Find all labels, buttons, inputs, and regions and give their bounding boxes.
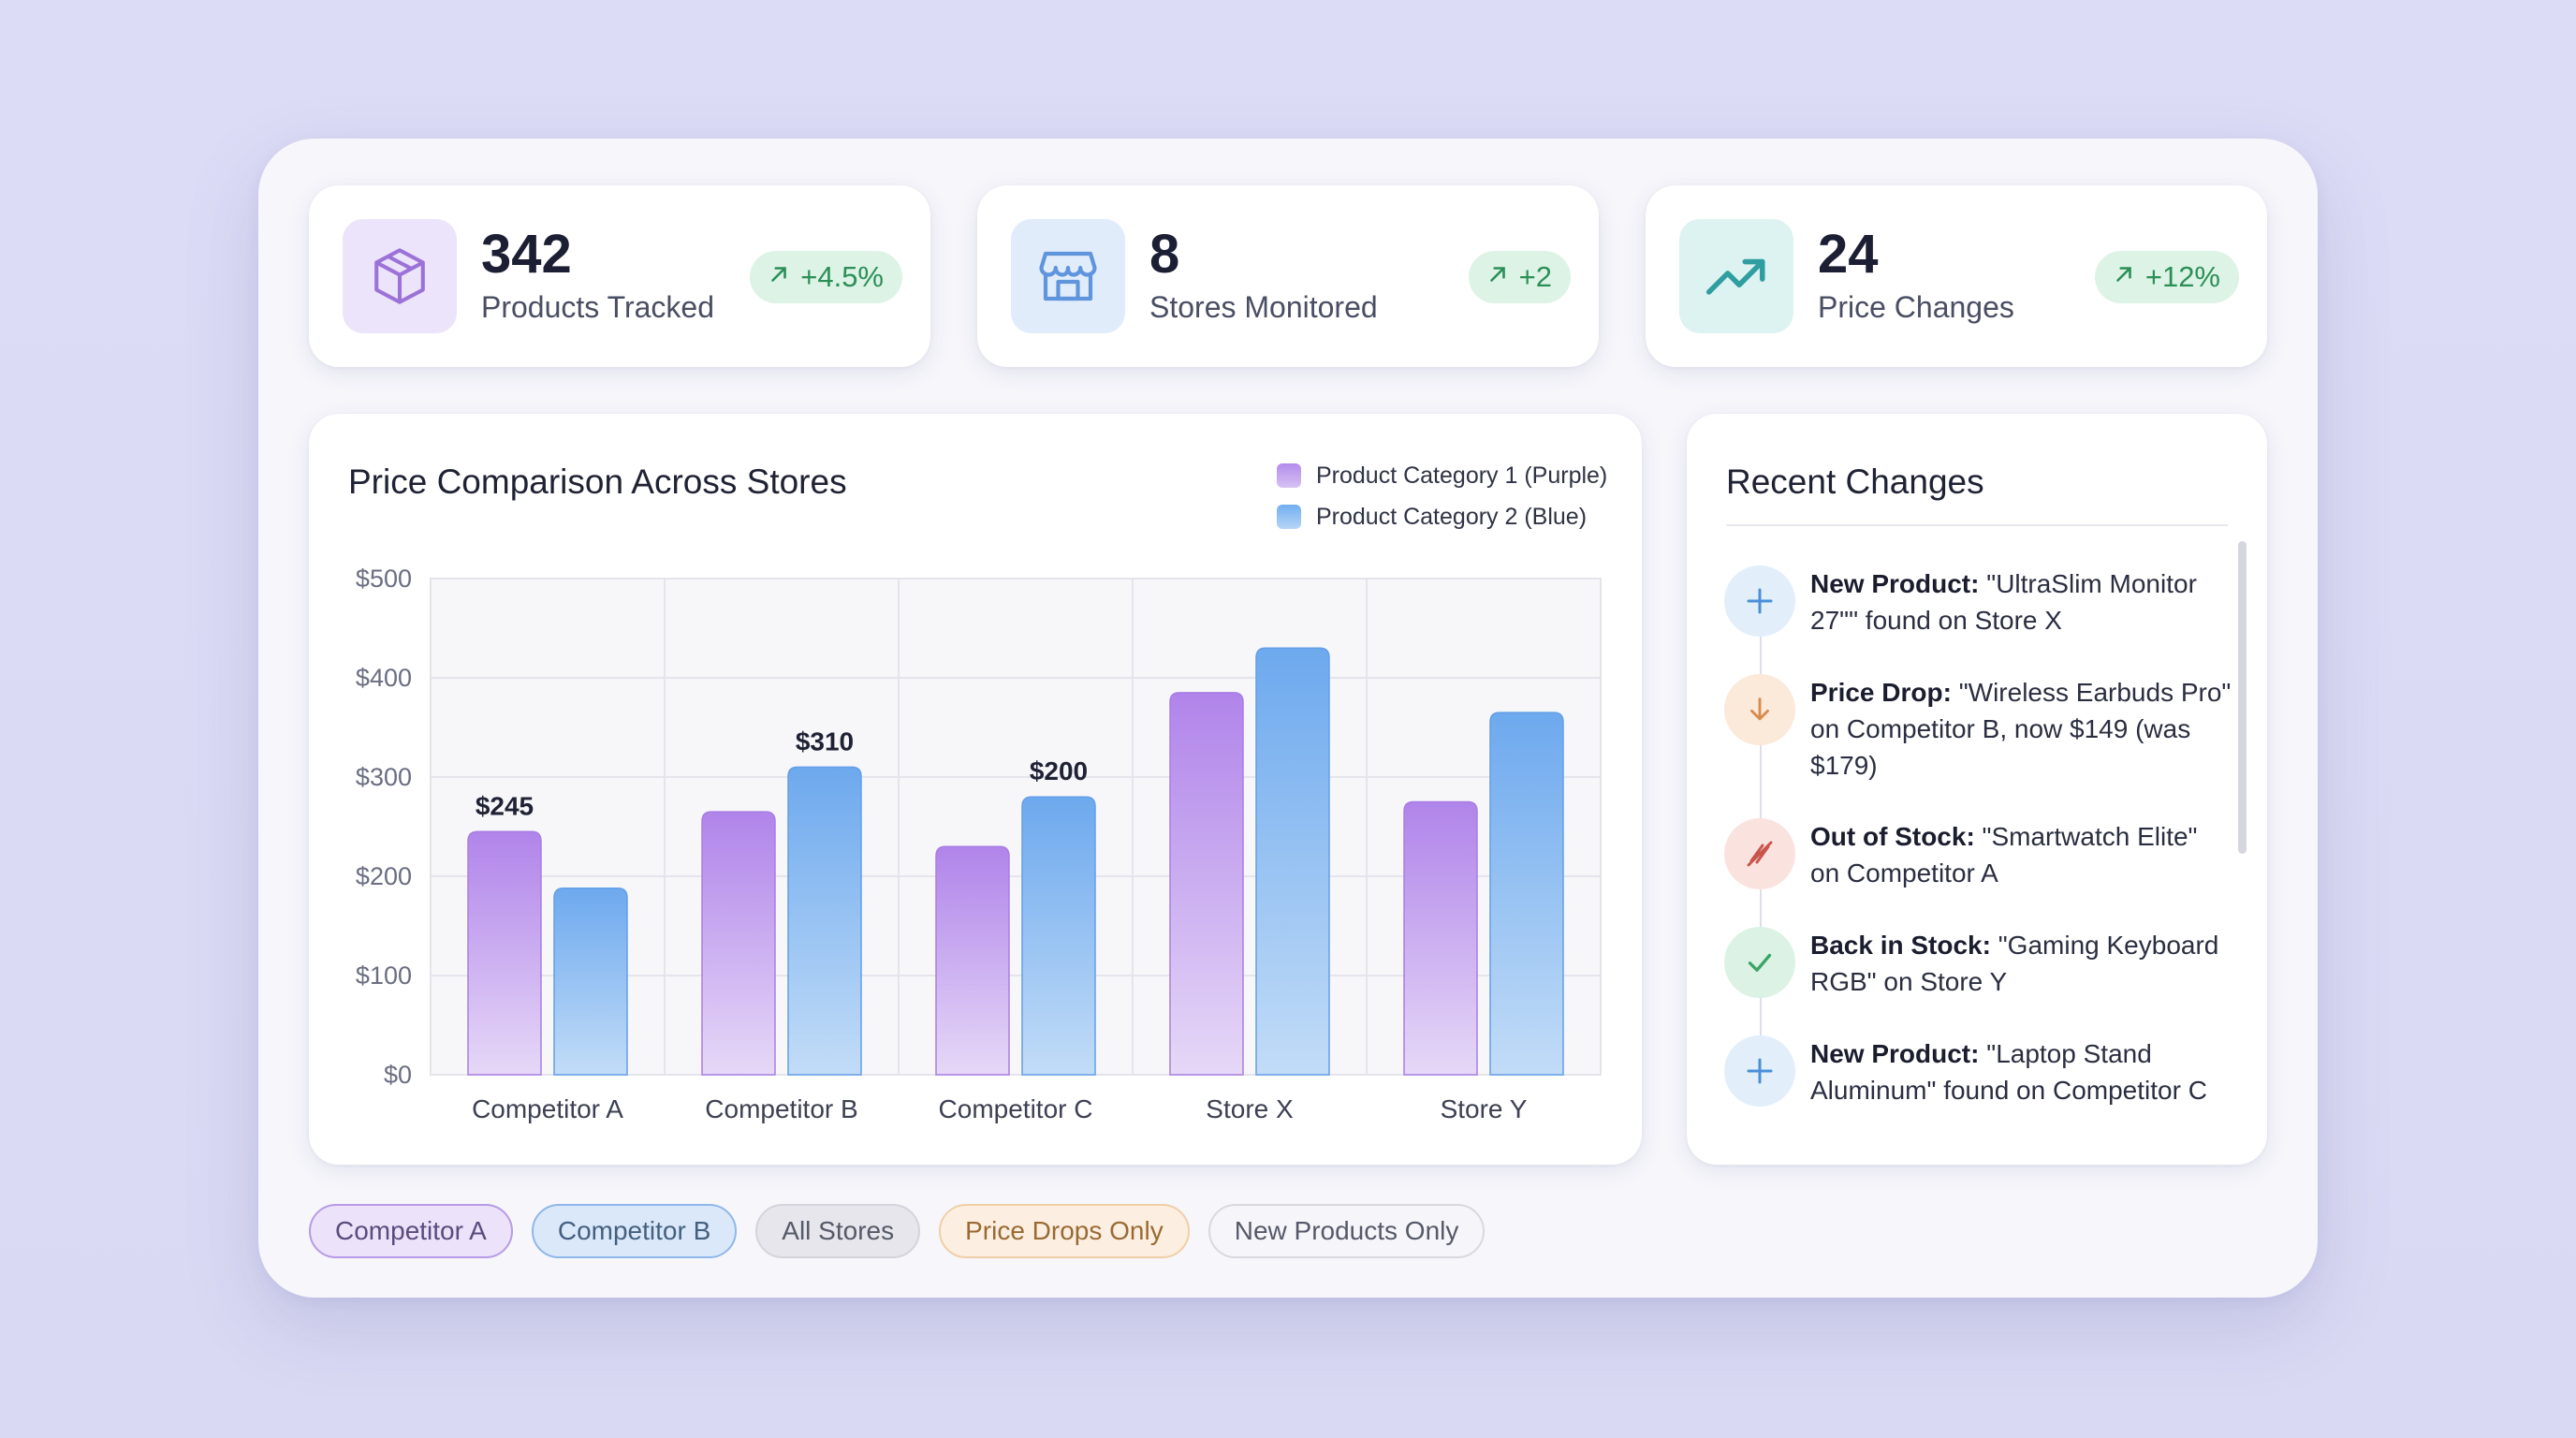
scrollbar[interactable]	[2238, 541, 2247, 854]
change-text: New Product: "Laptop Stand Aluminum" fou…	[1810, 1039, 2207, 1105]
data-label: $245	[476, 791, 534, 820]
bar-store-x-series-2	[1255, 647, 1330, 1076]
bar-competitor-c-series-2	[1021, 796, 1096, 1076]
chart-legend: Product Category 1 (Purple) Product Cate…	[1277, 455, 1607, 537]
stat-delta-badge: +2	[1468, 251, 1571, 303]
legend-item-category-2[interactable]: Product Category 2 (Blue)	[1277, 496, 1607, 537]
filter-chip-price-drops[interactable]: Price Drops Only	[939, 1204, 1190, 1258]
legend-label: Product Category 2 (Blue)	[1316, 503, 1588, 530]
y-tick-label: $300	[356, 763, 412, 791]
box-icon	[343, 219, 457, 333]
bar-competitor-a-series-2	[553, 887, 628, 1076]
store-icon	[1011, 219, 1125, 333]
y-tick-label: $500	[356, 565, 412, 593]
change-text: New Product: "UltraSlim Monitor 27"" fou…	[1810, 569, 2197, 635]
check-icon	[1724, 927, 1795, 998]
filter-chip-competitor-b[interactable]: Competitor B	[531, 1204, 738, 1258]
y-tick-label: $100	[356, 961, 412, 990]
stat-label: Stores Monitored	[1149, 290, 1378, 324]
x-tick-label: Store Y	[1441, 1094, 1528, 1123]
out-of-stock-icon	[1724, 818, 1795, 889]
bar-competitor-b-series-2	[787, 766, 862, 1076]
stat-delta: +4.5%	[800, 260, 884, 293]
arrow-up-right-icon	[1486, 260, 1510, 294]
data-label: $310	[796, 726, 854, 756]
change-text: Back in Stock: "Gaming Keyboard RGB" on …	[1810, 931, 2219, 996]
stat-label: Price Changes	[1818, 290, 2014, 324]
filter-chip-all-stores[interactable]: All Stores	[755, 1204, 921, 1258]
stat-card-stores: 8 Stores Monitored +2	[977, 185, 1599, 367]
legend-swatch	[1277, 505, 1301, 529]
filter-chip-competitor-a[interactable]: Competitor A	[309, 1204, 513, 1258]
bar-store-x-series-1	[1169, 692, 1244, 1076]
stat-card-products: 342 Products Tracked +4.5%	[309, 185, 930, 367]
y-tick-label: $200	[356, 862, 412, 890]
bar-competitor-c-series-1	[935, 845, 1010, 1076]
legend-item-category-1[interactable]: Product Category 1 (Purple)	[1277, 455, 1607, 496]
bar-store-y-series-1	[1403, 800, 1478, 1076]
stat-delta-badge: +12%	[2094, 251, 2239, 303]
change-text: Price Drop: "Wireless Earbuds Pro" on Co…	[1810, 678, 2232, 780]
plus-icon	[1724, 565, 1795, 637]
recent-changes-card: Recent Changes New Product: "UltraSlim M…	[1687, 414, 2267, 1165]
recent-changes-title: Recent Changes	[1726, 462, 1984, 501]
stat-delta: +12%	[2144, 260, 2220, 293]
stat-value: 342	[481, 224, 572, 285]
arrow-down-icon	[1724, 674, 1795, 745]
bar-competitor-b-series-1	[701, 811, 776, 1076]
bar-competitor-a-series-1	[467, 830, 542, 1076]
change-text: Out of Stock: "Smartwatch Elite" on Comp…	[1810, 822, 2198, 888]
trending-up-icon	[1679, 219, 1793, 333]
bar-store-y-series-2	[1489, 712, 1564, 1076]
legend-label: Product Category 1 (Purple)	[1316, 462, 1608, 489]
x-tick-label: Competitor C	[939, 1094, 1093, 1123]
arrow-up-right-icon	[2112, 260, 2136, 294]
filter-chip-new-products[interactable]: New Products Only	[1208, 1204, 1486, 1258]
stat-label: Products Tracked	[481, 290, 714, 324]
stat-delta: +2	[1518, 260, 1552, 293]
y-tick-label: $400	[356, 664, 412, 692]
stat-delta-badge: +4.5%	[750, 251, 902, 303]
divider	[1726, 524, 2228, 526]
filter-bar: Competitor A Competitor B All Stores Pri…	[309, 1204, 1486, 1258]
x-tick-label: Competitor B	[705, 1094, 857, 1123]
stat-card-price-changes: 24 Price Changes +12%	[1646, 185, 2267, 367]
plus-icon	[1724, 1035, 1795, 1107]
data-label: $200	[1030, 756, 1088, 785]
x-tick-label: Competitor A	[472, 1094, 623, 1123]
dashboard-panel: 342 Products Tracked +4.5% 8 Stores Moni…	[258, 139, 2318, 1298]
stat-value: 24	[1818, 224, 1879, 285]
y-tick-label: $0	[384, 1061, 412, 1089]
price-comparison-chart-card: $0 $100 $200 $300 $400 $500 Competitor A Compet…	[309, 414, 1642, 1165]
chart-title: Price Comparison Across Stores	[348, 462, 847, 501]
legend-swatch	[1277, 463, 1301, 488]
price-comparison-chart: $0 $100 $200 $300 $400 $500 Competitor A Compet…	[356, 565, 1602, 1123]
arrow-up-right-icon	[767, 260, 791, 294]
stat-value: 8	[1149, 224, 1180, 285]
x-tick-label: Store X	[1206, 1094, 1294, 1123]
